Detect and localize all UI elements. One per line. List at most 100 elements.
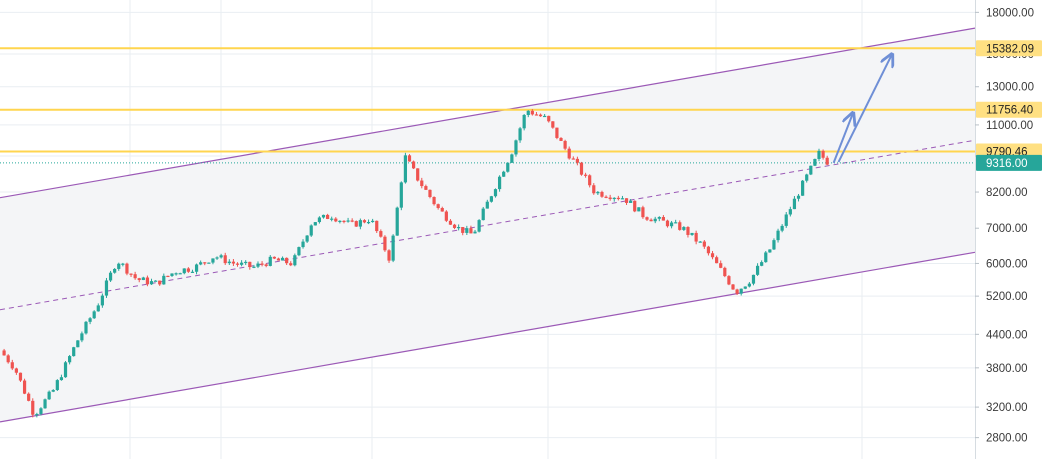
candle [129,273,133,277]
price-axis[interactable]: 18000.0015000.0013000.0011000.009600.008… [975,0,1042,459]
candle-body [51,390,55,392]
candle-body [330,218,334,220]
candle [469,225,473,234]
candle [760,260,764,267]
candle [522,114,526,131]
candle [76,340,80,348]
candle [403,152,408,184]
candle-body [47,391,51,400]
candle-body [760,262,764,266]
candle-body [178,273,182,275]
candle-body [125,263,129,274]
candle [809,165,813,176]
candle-body [678,222,682,230]
candle [780,224,784,233]
candle-body [272,256,276,259]
candle-body [497,176,502,190]
candle [719,260,723,269]
candle-body [448,220,453,225]
projection-arrow[interactable] [837,54,893,163]
candle [579,161,584,176]
price-level-label[interactable]: 15382.09 [986,43,1034,55]
candle [506,162,510,173]
candle [27,392,31,402]
candle-body [252,266,256,268]
candle-body [616,197,620,200]
candle [301,239,305,249]
candle-body [809,165,813,175]
candle [420,177,424,189]
candle-body [559,137,563,141]
candle [616,195,620,201]
candle-body [117,263,121,269]
candle-body [190,271,195,273]
candle-body [583,174,588,176]
candle-body [207,262,211,264]
candle-body [326,214,330,219]
candle-body [424,186,428,190]
candle-body [686,227,690,235]
candle-body [80,333,84,341]
candle-body [588,175,592,186]
candle [244,260,248,265]
candle [514,139,518,157]
price-level-label[interactable]: 11756.40 [986,105,1033,117]
candle-body [457,227,461,229]
candle [755,263,760,276]
price-axis-tick-label: 4400.00 [986,329,1028,341]
candle-body [477,220,481,232]
candle-body [268,256,272,266]
candle-body [162,275,166,285]
candle-body [715,257,719,264]
projection-arrows[interactable] [832,54,893,164]
candle-body [223,255,227,264]
candle [72,346,76,357]
candle [252,264,256,269]
candle-body [199,262,203,265]
candle [293,253,297,267]
candle-body [416,168,420,181]
candle [366,219,371,225]
candle-body [522,114,526,129]
candle-body [543,115,547,118]
candle [735,288,739,295]
candle-body [821,150,825,158]
candle [362,219,367,224]
candle [174,272,178,276]
candle [113,268,117,274]
candle [575,156,579,166]
candle [379,229,383,238]
candle-body [211,258,215,263]
candle [104,277,109,298]
candle [330,216,334,222]
candle [383,235,387,252]
candle-body [637,207,641,212]
candle-body [784,214,788,226]
candle-body [358,220,362,227]
candle-body [133,274,137,279]
candle [203,262,207,266]
candle-body [104,280,109,296]
candle [117,262,121,271]
candle-body [805,174,809,181]
candle [272,256,276,260]
channel-upper-line[interactable] [0,27,976,199]
candle-body [154,280,158,282]
candle-body [27,393,31,401]
candle [80,331,84,343]
candle-body [444,211,448,221]
candle [796,193,801,202]
candle [145,275,150,287]
candle-body [321,214,326,218]
candle [743,286,747,290]
candle-body [10,362,14,369]
channel-lower-line[interactable] [0,251,976,423]
price-level-lines[interactable] [0,47,975,164]
projection-arrow[interactable] [832,113,854,164]
candle [661,215,665,221]
candle-body [403,155,408,183]
candle-body [739,288,743,294]
candle [125,262,129,276]
